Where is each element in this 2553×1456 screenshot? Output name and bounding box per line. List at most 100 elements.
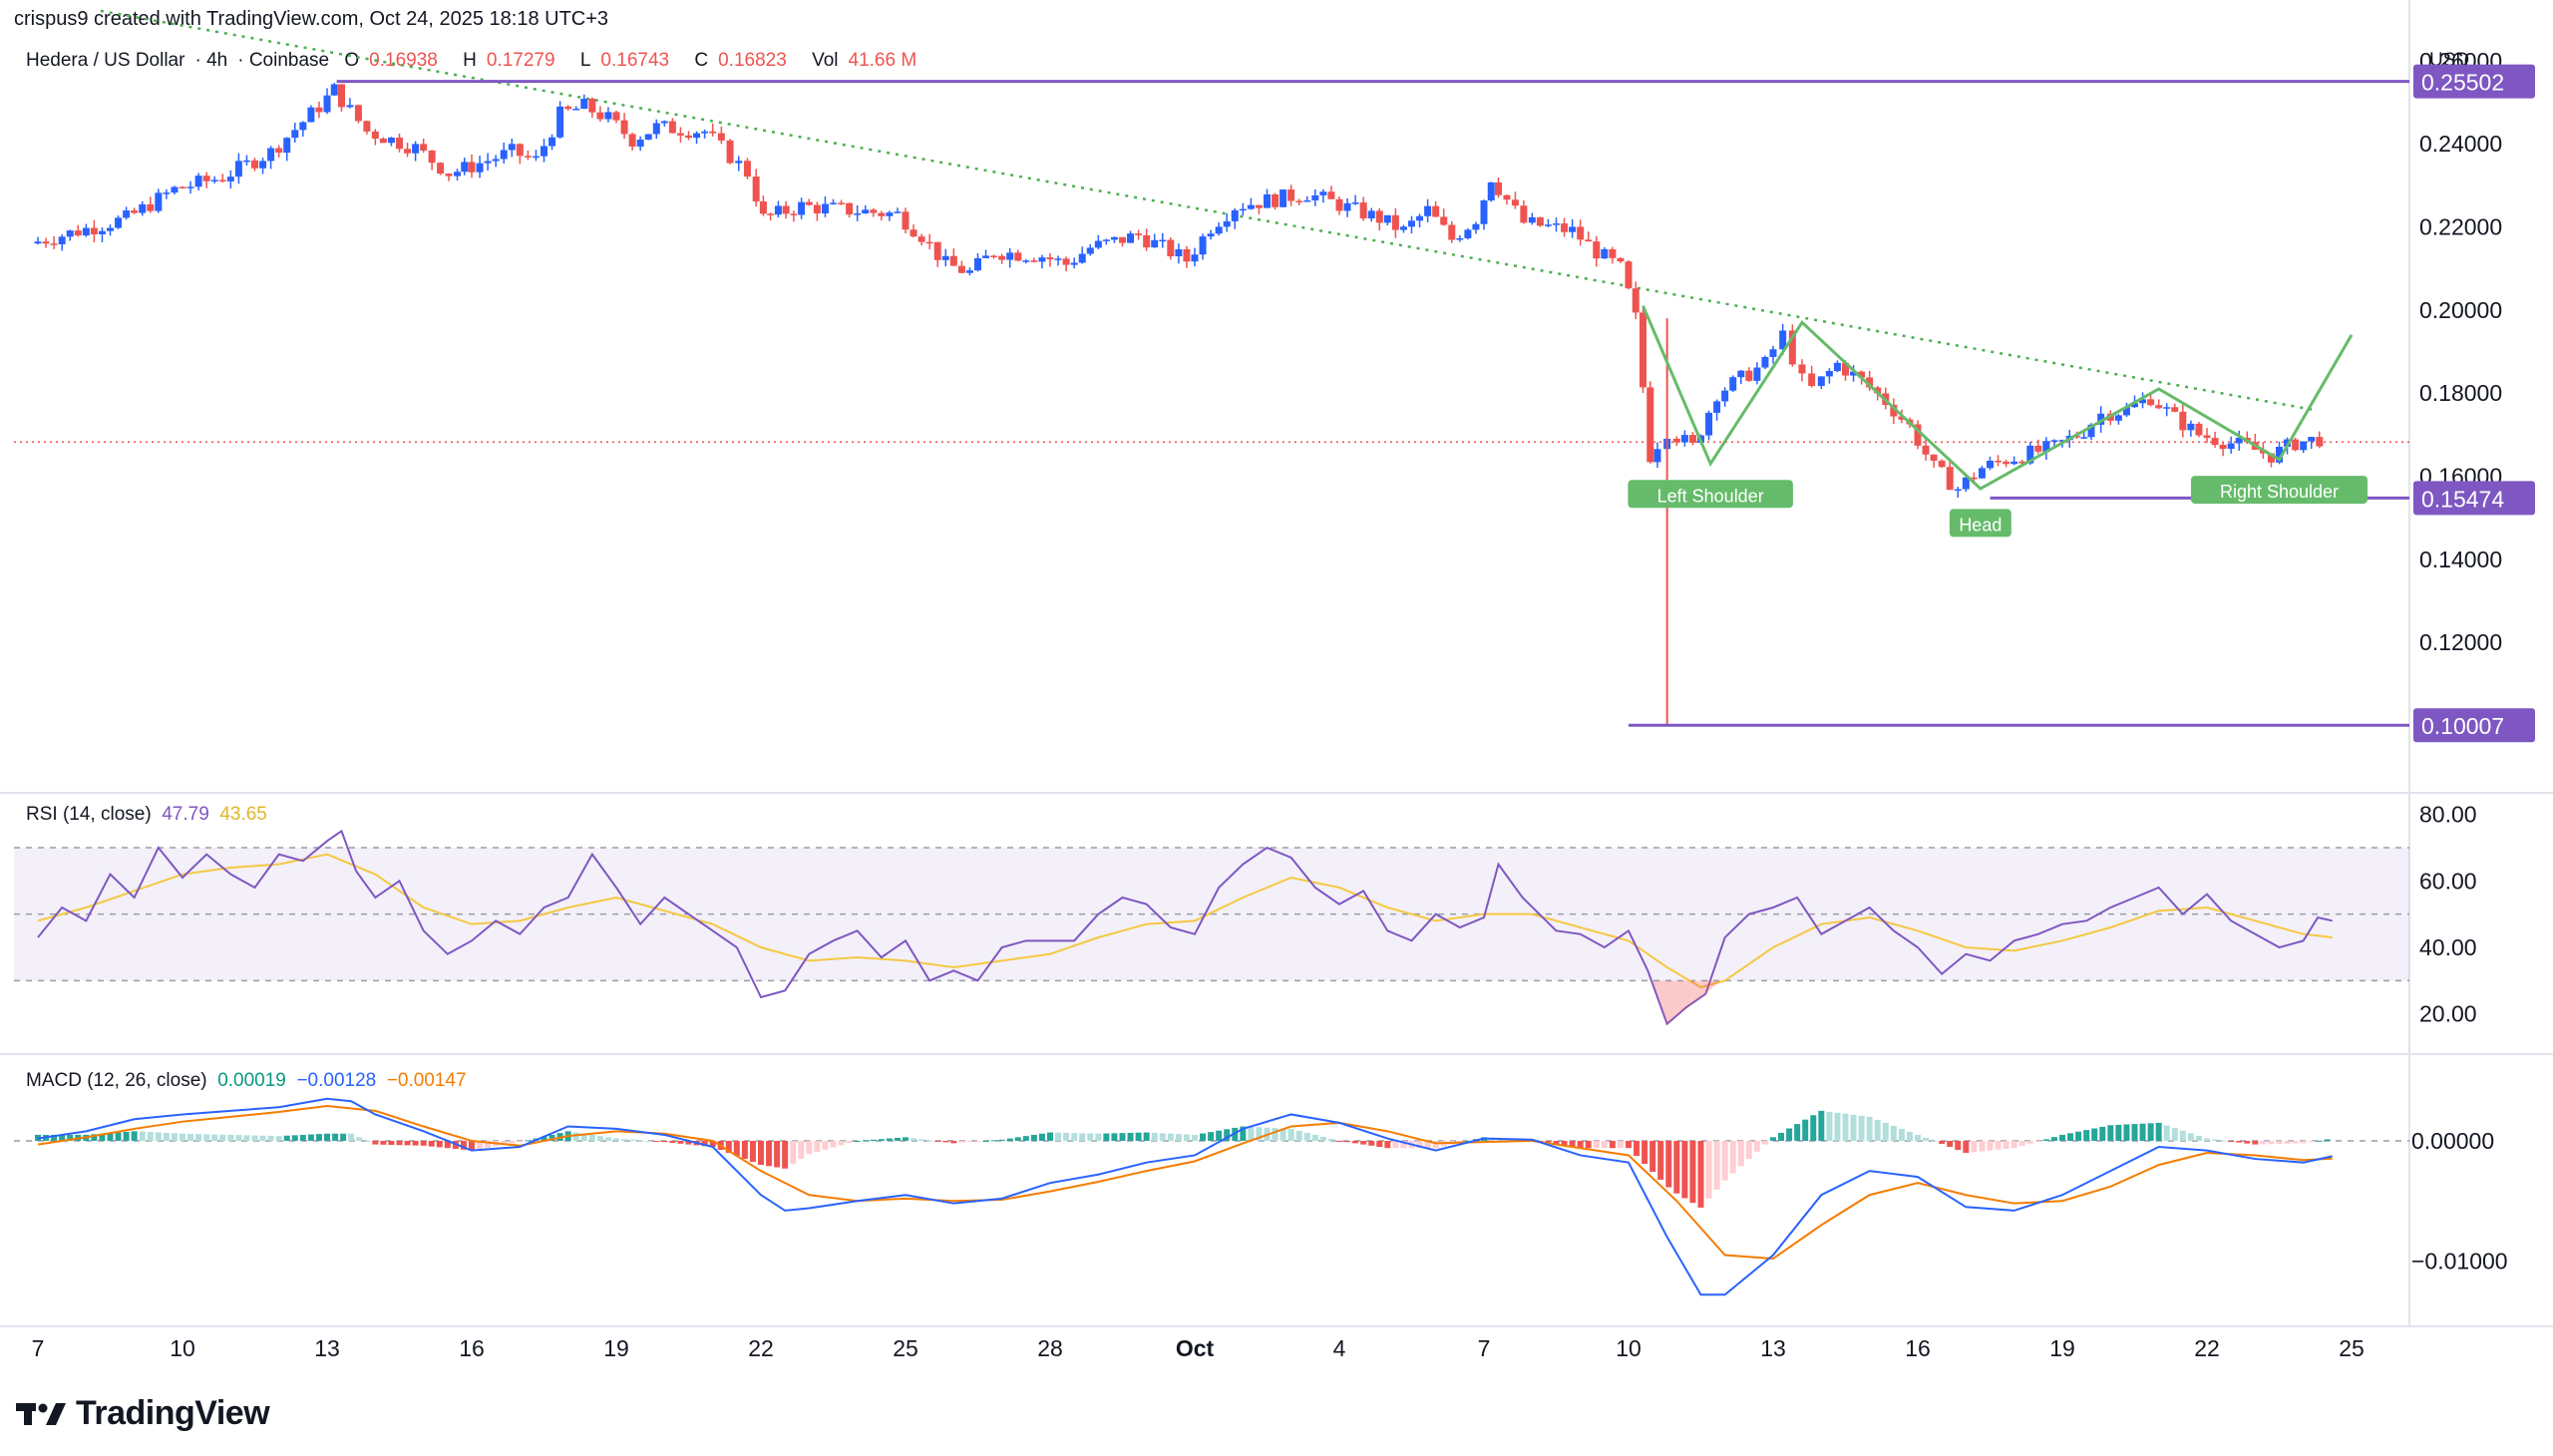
macd-hist-bar: [219, 1134, 226, 1141]
candle-body: [2003, 461, 2010, 465]
macd-hist-bar: [1689, 1140, 1696, 1204]
candle-body: [676, 133, 684, 136]
macd-hist-bar: [1200, 1133, 1207, 1141]
macd-hist-bar: [1014, 1137, 1021, 1141]
macd-hist-bar: [1882, 1122, 1889, 1141]
candle-body: [1391, 214, 1399, 230]
macd-hist-bar: [2171, 1128, 2178, 1141]
macd-hist-bar: [653, 1140, 660, 1142]
candle-body: [870, 209, 878, 213]
candle-body: [693, 133, 701, 139]
macd-hist-bar: [1167, 1133, 1174, 1141]
macd-hist-bar: [1087, 1133, 1094, 1141]
macd-hist-bar: [2067, 1133, 2074, 1141]
candle-body: [2139, 399, 2147, 404]
rsi-oversold-fill: [1652, 980, 1720, 1024]
exchange: Coinbase: [248, 50, 330, 71]
time-tick-label: 22: [748, 1335, 774, 1361]
macd-hist-bar: [911, 1138, 917, 1141]
candle-body: [1930, 454, 1938, 461]
candle-body: [315, 107, 323, 113]
candle-body: [821, 203, 829, 214]
candle-body: [1653, 449, 1661, 463]
candle-body: [115, 217, 123, 228]
candle-body: [1295, 200, 1303, 202]
macd-hist-bar: [171, 1133, 178, 1141]
macd-hist-bar: [926, 1140, 933, 1142]
macd-hist-bar: [846, 1140, 853, 1144]
candle-body: [396, 137, 403, 150]
candle-body: [500, 150, 508, 160]
brand-logo[interactable]: TradingView: [16, 1394, 270, 1433]
candle-body: [354, 105, 362, 122]
macd-hist-bar: [661, 1140, 668, 1143]
symbol-name[interactable]: Hedera / US Dollar: [26, 50, 185, 71]
macd-title[interactable]: MACD (12, 26, close): [26, 1070, 207, 1091]
candle-body: [990, 255, 998, 257]
candle-body: [752, 177, 760, 201]
candle-body: [717, 133, 725, 141]
candle-body: [1319, 191, 1327, 195]
macd-hist-bar: [99, 1133, 106, 1141]
candle-body: [1866, 377, 1874, 388]
macd-hist-bar: [1745, 1140, 1752, 1160]
candle-body: [1102, 239, 1110, 241]
candle-body: [1472, 223, 1480, 230]
macd-hist-bar: [307, 1134, 314, 1141]
open-value: 0.16938: [369, 50, 438, 71]
candle-body: [1753, 367, 1761, 381]
macd-hist-bar: [1287, 1128, 1294, 1141]
macd-hist-bar: [903, 1137, 909, 1141]
candle-body: [2316, 437, 2324, 447]
candle-body: [1175, 248, 1183, 257]
candle-body: [1006, 252, 1014, 260]
macd-hist-bar: [1055, 1132, 1062, 1141]
candle-body: [620, 120, 628, 135]
macd-hist-bar: [259, 1135, 266, 1141]
macd-hist-bar: [1022, 1136, 1029, 1141]
candle-body: [2195, 423, 2203, 436]
time-tick-label: 13: [314, 1335, 340, 1361]
price-tick-label: 0.18000: [2419, 380, 2502, 406]
candle-body: [1978, 468, 1986, 479]
macd-hist-bar: [1850, 1114, 1857, 1141]
candle-body: [1729, 377, 1737, 391]
macd-hist-bar: [1336, 1140, 1342, 1142]
candle-body: [1440, 216, 1448, 225]
macd-hist-bar: [1778, 1132, 1785, 1141]
macd-hist-bar: [814, 1140, 821, 1153]
macd-hist-bar: [460, 1140, 467, 1150]
candle-body: [541, 146, 547, 157]
interval[interactable]: 4h: [206, 50, 228, 71]
candle-body: [813, 204, 821, 214]
time-tick-label: 25: [2339, 1335, 2365, 1361]
candle-body: [1779, 330, 1787, 350]
macd-hist-bar: [1665, 1140, 1672, 1188]
candle-body: [612, 112, 620, 121]
macd-hist-bar: [356, 1137, 363, 1141]
candles: [34, 83, 2324, 499]
candle-body: [949, 255, 957, 266]
candle-body: [2155, 405, 2163, 409]
macd-hist-bar: [2075, 1131, 2082, 1141]
macd-hist-bar: [1593, 1140, 1600, 1149]
macd-hist-bar: [790, 1140, 797, 1164]
candle-body: [2211, 438, 2219, 446]
macd-hist-bar: [1617, 1140, 1624, 1149]
descending-trendline: [100, 9, 2314, 412]
rsi-ma-line: [37, 853, 2333, 989]
rsi-title[interactable]: RSI (14, close): [26, 804, 152, 825]
macd-hist-bar: [2042, 1139, 2049, 1141]
macd-hist-bar: [886, 1138, 893, 1141]
macd-hist-bar: [1175, 1134, 1182, 1141]
candle-body: [1199, 236, 1207, 255]
macd-hist-bar: [758, 1140, 764, 1166]
macd-hist-bar: [1955, 1140, 1962, 1151]
macd-hist-bar: [1561, 1140, 1568, 1146]
chart-canvas[interactable]: 0.260000.240000.220000.200000.180000.160…: [0, 0, 2553, 1386]
macd-hist-bar: [2260, 1140, 2267, 1145]
candle-body: [782, 205, 790, 214]
macd-hist-bar: [1400, 1140, 1407, 1149]
candle-body: [2276, 446, 2283, 463]
candle-body: [437, 163, 445, 175]
